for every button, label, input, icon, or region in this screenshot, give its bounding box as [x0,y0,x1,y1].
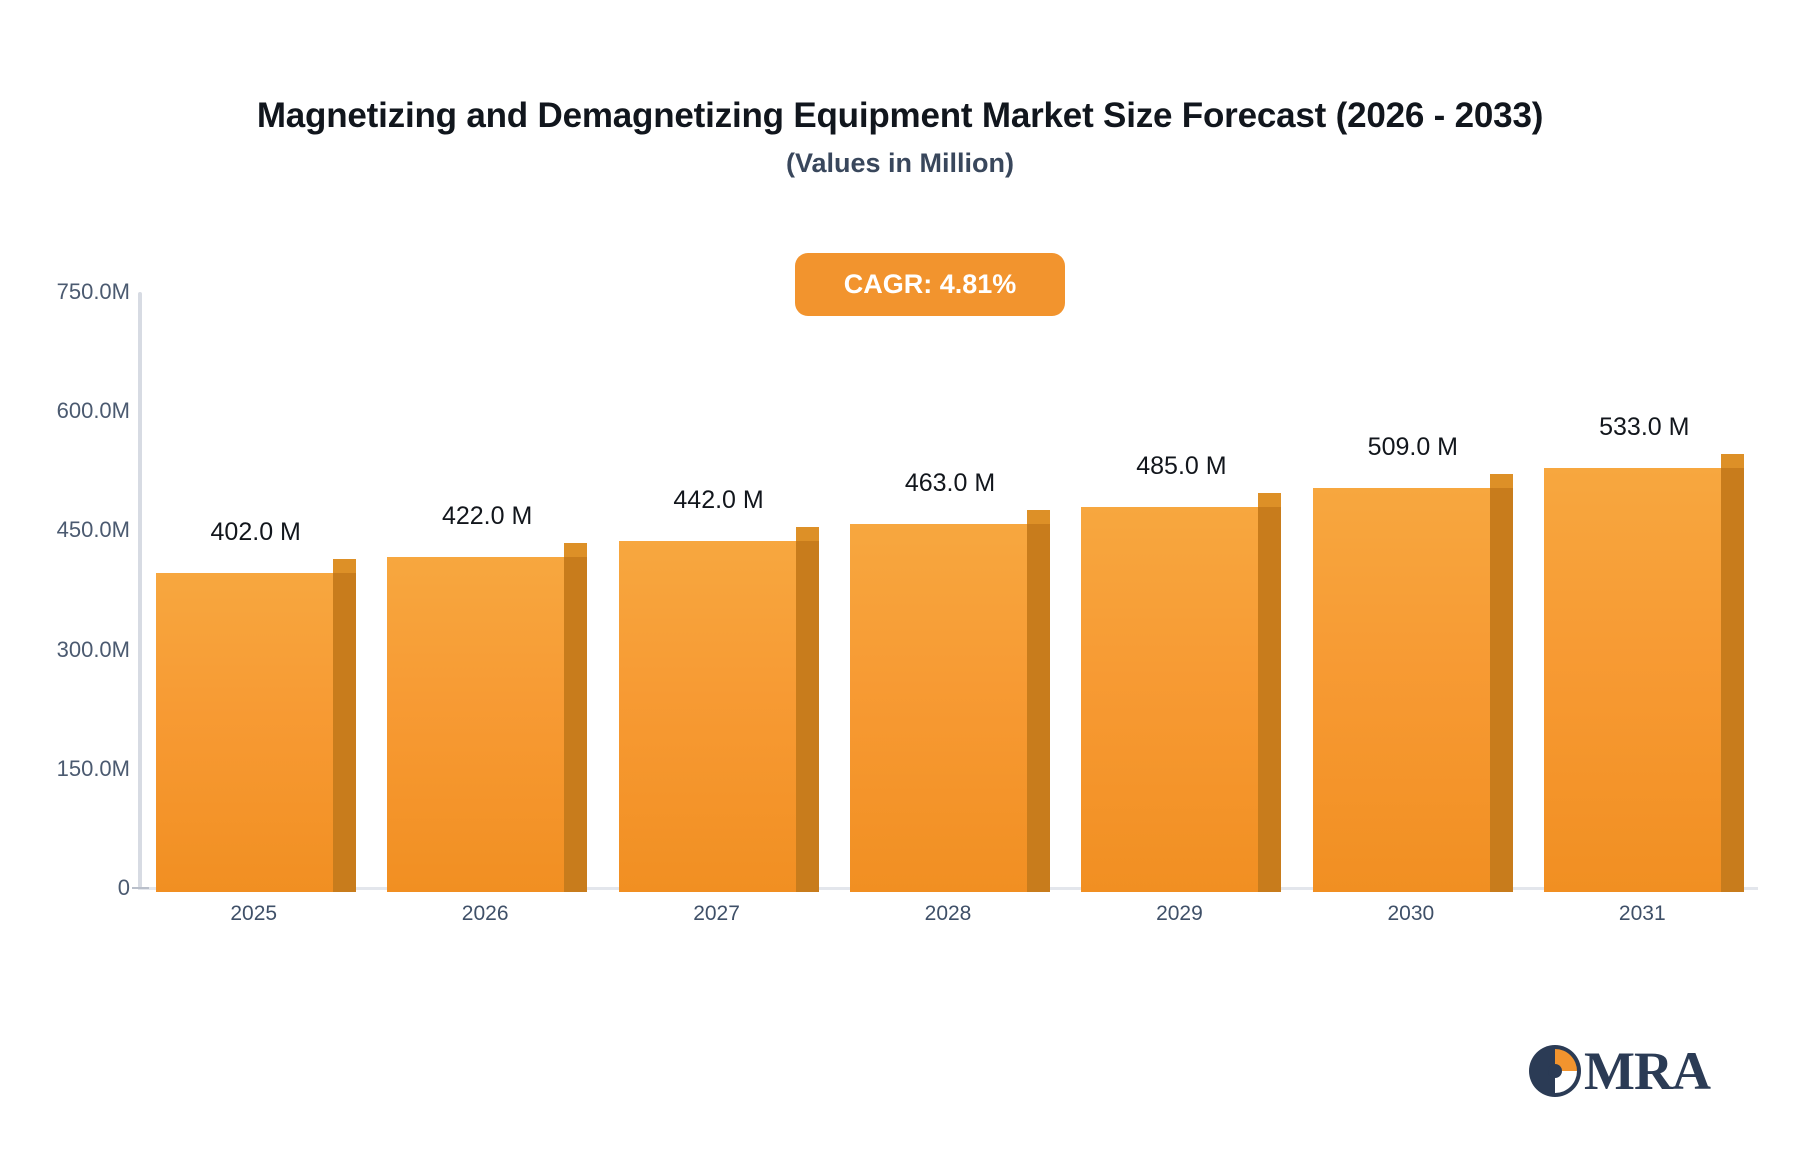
bar-top-face [1489,473,1513,488]
x-axis-tick-label: 2026 [461,902,509,925]
bar-front-face [1544,468,1722,892]
bar-side-face [1721,468,1745,892]
bar-side-face [1258,506,1282,892]
y-axis-ticks: 750.0M 600.0M 450.0M 300.0M 150.0M 0 [0,0,149,1156]
bar-front-face [618,540,796,892]
bar-side-face [332,572,356,892]
bar-2031[interactable]: 533.0 M [1544,413,1745,892]
bar-2028[interactable]: 463.0 M [850,469,1050,892]
y-axis-tick-label: 300.0M [56,636,130,662]
bar-2030[interactable]: 509.0 M [1312,433,1513,892]
bar-value-label: 533.0 M [1599,413,1690,442]
bars-container: 402.0 M 422.0 M 442.0 M 463.0 M 485.0 M 509.0… [138,288,1758,892]
bar-side-face [795,540,819,892]
bar-side-face [1027,524,1050,892]
y-axis-tick-label: 450.0M [56,517,130,543]
bar-value-label: 402.0 M [210,517,301,546]
x-axis-tick-label: 2028 [924,902,972,925]
bar-top-face [1027,510,1050,525]
bar-front-face [155,572,333,892]
y-axis-tick-label: 750.0M [56,279,130,304]
cagr-badge-label: CAGR: 4.81% [843,269,1017,299]
bar-front-face [1312,487,1490,892]
y-axis-tick-label: 600.0M [56,398,130,424]
bar-top-face [564,542,588,557]
y-axis-tick-label: 0 [117,875,130,900]
x-axis-tick-label: 2030 [1387,902,1435,925]
bar-value-label: 442.0 M [673,485,764,514]
bar-top-face [795,526,819,541]
bar-top-face [332,558,356,573]
bar-value-label: 509.0 M [1367,432,1459,461]
bar-value-label: 422.0 M [441,501,533,530]
bar-front-face [1081,506,1259,892]
bar-2029[interactable]: 485.0 M [1081,452,1282,892]
x-axis-tick-label: 2031 [1618,902,1666,925]
bar-side-face [1489,487,1513,892]
y-axis-line [138,292,142,888]
bar-2026[interactable]: 422.0 M [387,502,588,892]
bar-front-face [387,556,565,892]
mra-logo-text: MRA [1584,1041,1711,1101]
mra-logo: MRA [1528,1040,1728,1102]
bar-value-label: 485.0 M [1136,451,1227,480]
bar-side-face [564,556,588,892]
x-axis-tick-label: 2025 [230,902,278,925]
y-axis-tick-label: 150.0M [56,755,130,781]
bar-top-face [1721,454,1745,469]
bar-top-face [1258,492,1282,507]
chart-title: Magnetizing and Demagnetizing Equipment … [256,96,1544,135]
bar-value-label: 463.0 M [904,469,996,498]
chart-subtitle: (Values in Million) [785,148,1015,178]
x-axis-tick-label: 2027 [693,902,740,925]
bar-front-face [850,524,1027,892]
bar-2027[interactable]: 442.0 M [618,486,819,892]
y-axis-zero-tick-mark [132,887,149,889]
bar-2025[interactable]: 402.0 M [155,518,356,892]
mra-logo-mark-icon [1529,1045,1581,1097]
x-axis-tick-label: 2029 [1156,902,1203,925]
cagr-badge: CAGR: 4.81% [795,253,1065,316]
